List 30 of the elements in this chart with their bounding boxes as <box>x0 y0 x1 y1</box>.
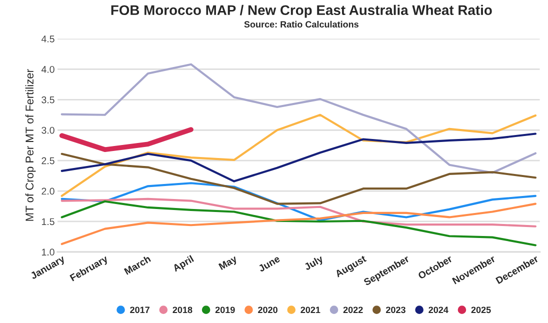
line-series <box>60 198 537 228</box>
legend-label: 2024 <box>428 306 448 314</box>
legend-label: 2021 <box>300 306 320 314</box>
x-tick-label: July <box>303 254 325 272</box>
chart-title: FOB Morocco MAP / New Crop East Australia Wheat Ratio <box>111 4 492 18</box>
y-tick-label: 1.0 <box>42 248 54 256</box>
x-tick-label: May <box>218 255 239 272</box>
legend-label: 2025 <box>471 306 491 314</box>
legend-label: 2017 <box>130 306 150 314</box>
y-tick-label: 4.5 <box>41 36 54 42</box>
line-series <box>60 114 537 197</box>
y-tick-label: 2.5 <box>42 157 54 164</box>
line-series <box>60 63 537 174</box>
chart-subtitle: Source: Ratio Calculations <box>244 20 358 28</box>
y-tick-label: 4.0 <box>41 66 54 73</box>
line-series <box>60 132 537 182</box>
legend-label: 2019 <box>215 306 235 314</box>
y-axis-title: MT of Crop Per MT of Fertilizer <box>25 69 36 221</box>
y-tick-label: 1.5 <box>42 218 54 226</box>
x-tick-label: June <box>258 255 280 272</box>
y-tick-label: 3.0 <box>42 126 54 134</box>
y-tick-label: 3.5 <box>42 96 54 104</box>
y-tick-label: 2.0 <box>42 188 54 195</box>
line-series <box>60 152 537 205</box>
legend-label: 2020 <box>258 306 278 314</box>
line-series <box>59 127 194 152</box>
legend-label: 2023 <box>386 306 406 314</box>
legend-label: 2018 <box>172 306 192 314</box>
line-series <box>60 182 537 222</box>
legend-label: 2022 <box>343 306 363 314</box>
